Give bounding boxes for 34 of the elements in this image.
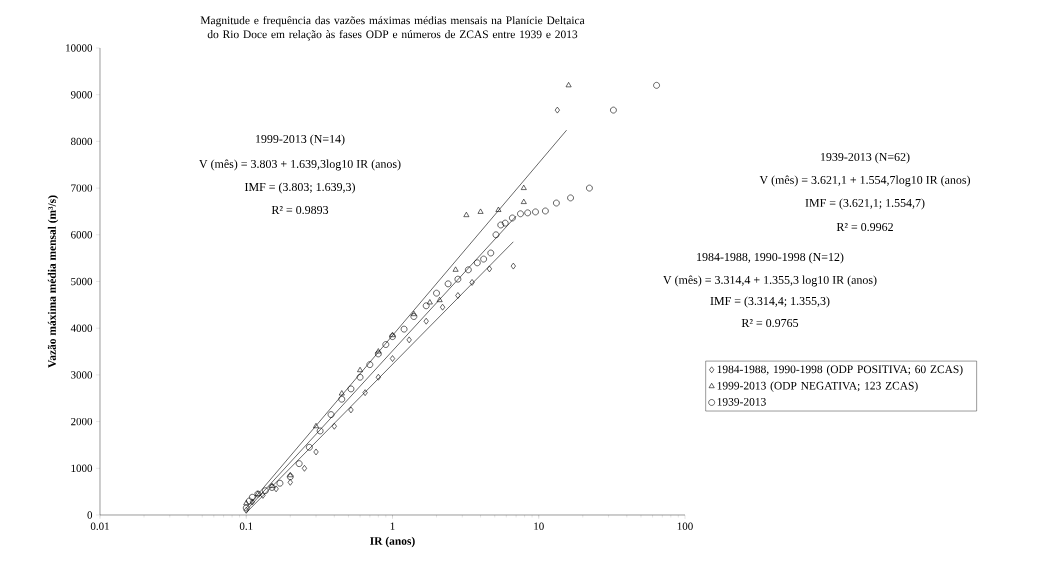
annotation: V (mês) = 3.803 + 1.639,3log10 IR (anos) bbox=[199, 159, 401, 171]
y-axis-title: Vazão máxima média mensal (m³/s) bbox=[47, 195, 59, 368]
y-tick-label: 0 bbox=[87, 511, 93, 519]
text: R² = 0.9765 bbox=[741, 318, 799, 328]
text: IMF = (3.621,1; 1.554,7) bbox=[805, 198, 925, 210]
x-tick-label: 1 bbox=[390, 522, 395, 530]
text: 1939-2013 (N=62) bbox=[821, 152, 910, 164]
annotation: IMF = (3.803; 1.639,3) bbox=[244, 182, 355, 194]
x-tick-label: 0.1 bbox=[239, 522, 253, 530]
text: V (mês) = 3.621,1 + 1.554,7log10 IR (anos) bbox=[759, 175, 970, 187]
legend-label: 1939-2013 bbox=[717, 397, 766, 406]
y-tick-label: 9000 bbox=[70, 91, 93, 99]
text: IMF = (3.314,4; 1.355,3) bbox=[710, 296, 830, 308]
y-tick-label: 6000 bbox=[71, 231, 93, 239]
legend-label: 1999-2013 (ODP NEGATIVA; 123 ZCAS) bbox=[717, 381, 918, 392]
x-tick-label: 100 bbox=[677, 522, 693, 530]
y-tick-label: 5000 bbox=[71, 277, 93, 286]
chart-title: Magnitude e frequência das vazões máximas médias mensais na Planície Deltaica do Rio Doce em relação às fases ODP e números de ZCAS entre 1939 e 2013 bbox=[200, 16, 585, 41]
legend-label: 1984-1988, 1990-1998 (ODP POSITIVA; 60 ZCAS) bbox=[717, 365, 963, 376]
x-tick-label: 10 bbox=[534, 522, 544, 530]
y-tick-label: 1000 bbox=[71, 464, 93, 472]
x-axis-title: IR (anos) bbox=[370, 536, 415, 548]
y-tick-label: 3000 bbox=[71, 371, 93, 379]
y-tick-label: 7000 bbox=[71, 184, 93, 192]
text: R² = 0.9962 bbox=[836, 222, 893, 232]
y-tick-label: 4000 bbox=[70, 324, 93, 332]
annotation: R² = 0.9893 bbox=[271, 205, 329, 215]
text: 1984-1988, 1990-1998 (N=12) bbox=[697, 252, 844, 264]
y-tick-label: 10000 bbox=[66, 44, 93, 52]
y-tick-label: 8000 bbox=[71, 137, 93, 146]
x-tick-label: 0.01 bbox=[90, 522, 109, 530]
annotation: V (mês) = 3.314,4 + 1.355,3 log10 IR (anos) bbox=[663, 275, 877, 287]
annotation: 1999-2013 (N=14) bbox=[256, 134, 345, 146]
y-tick-label: 2000 bbox=[71, 417, 93, 426]
